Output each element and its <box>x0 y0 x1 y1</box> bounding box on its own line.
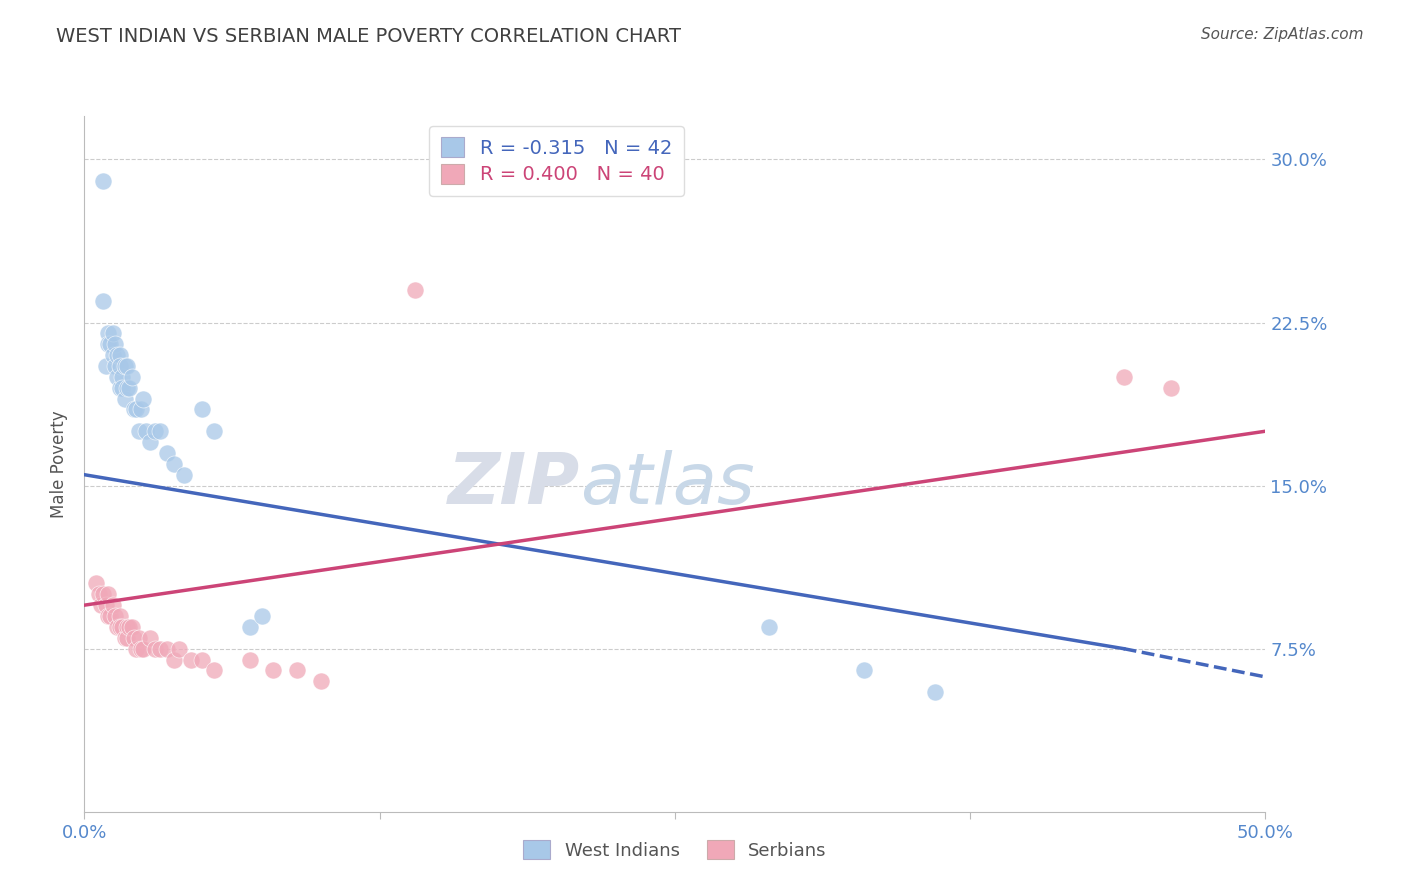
Point <box>118 381 141 395</box>
Point <box>125 402 148 417</box>
Point <box>250 609 273 624</box>
Point <box>758 620 780 634</box>
Point <box>852 664 875 678</box>
Point <box>114 631 136 645</box>
Point <box>122 402 145 417</box>
Point <box>128 631 150 645</box>
Point <box>97 337 120 351</box>
Point <box>143 424 166 438</box>
Point <box>115 381 138 395</box>
Point <box>143 641 166 656</box>
Point <box>132 392 155 406</box>
Point <box>121 620 143 634</box>
Point <box>97 326 120 341</box>
Point <box>135 424 157 438</box>
Point <box>924 685 946 699</box>
Text: atlas: atlas <box>581 450 755 519</box>
Point <box>107 348 129 362</box>
Text: Source: ZipAtlas.com: Source: ZipAtlas.com <box>1201 27 1364 42</box>
Point <box>202 424 225 438</box>
Point <box>191 402 214 417</box>
Point <box>167 641 190 656</box>
Point <box>114 359 136 373</box>
Point <box>156 446 179 460</box>
Point <box>115 631 138 645</box>
Point <box>108 348 131 362</box>
Point <box>163 457 186 471</box>
Point <box>90 598 112 612</box>
Text: ZIP: ZIP <box>449 450 581 519</box>
Point <box>98 337 121 351</box>
Point <box>111 620 134 634</box>
Point <box>149 641 172 656</box>
Point <box>115 359 138 373</box>
Point <box>94 598 117 612</box>
Point <box>104 337 127 351</box>
Point <box>129 641 152 656</box>
Point <box>115 620 138 634</box>
Point <box>202 664 225 678</box>
Point <box>309 674 332 689</box>
Point <box>111 381 134 395</box>
Point <box>87 587 110 601</box>
Point <box>101 326 124 341</box>
Point <box>139 435 162 450</box>
Point <box>94 359 117 373</box>
Point <box>173 467 195 482</box>
Point <box>111 369 134 384</box>
Point <box>180 652 202 666</box>
Point <box>104 609 127 624</box>
Point <box>139 631 162 645</box>
Point <box>108 359 131 373</box>
Point <box>1160 381 1182 395</box>
Point <box>129 402 152 417</box>
Point <box>91 293 114 308</box>
Point <box>121 369 143 384</box>
Point <box>97 587 120 601</box>
Point <box>91 587 114 601</box>
Point <box>156 641 179 656</box>
Point <box>163 652 186 666</box>
Point <box>108 381 131 395</box>
Point <box>114 392 136 406</box>
Point <box>108 609 131 624</box>
Point <box>118 620 141 634</box>
Point <box>104 359 127 373</box>
Point <box>84 576 107 591</box>
Point <box>1112 369 1135 384</box>
Point <box>122 631 145 645</box>
Text: WEST INDIAN VS SERBIAN MALE POVERTY CORRELATION CHART: WEST INDIAN VS SERBIAN MALE POVERTY CORR… <box>56 27 682 45</box>
Point <box>107 369 129 384</box>
Point <box>108 620 131 634</box>
Point <box>191 652 214 666</box>
Point <box>239 620 262 634</box>
Point <box>101 598 124 612</box>
Point <box>239 652 262 666</box>
Point <box>262 664 284 678</box>
Legend: West Indians, Serbians: West Indians, Serbians <box>510 828 839 872</box>
Point <box>91 174 114 188</box>
Point <box>98 609 121 624</box>
Point <box>128 424 150 438</box>
Point <box>107 620 129 634</box>
Point <box>97 609 120 624</box>
Point <box>404 283 426 297</box>
Point <box>149 424 172 438</box>
Point <box>285 664 308 678</box>
Y-axis label: Male Poverty: Male Poverty <box>51 410 69 517</box>
Point <box>132 641 155 656</box>
Point <box>125 641 148 656</box>
Point <box>101 348 124 362</box>
